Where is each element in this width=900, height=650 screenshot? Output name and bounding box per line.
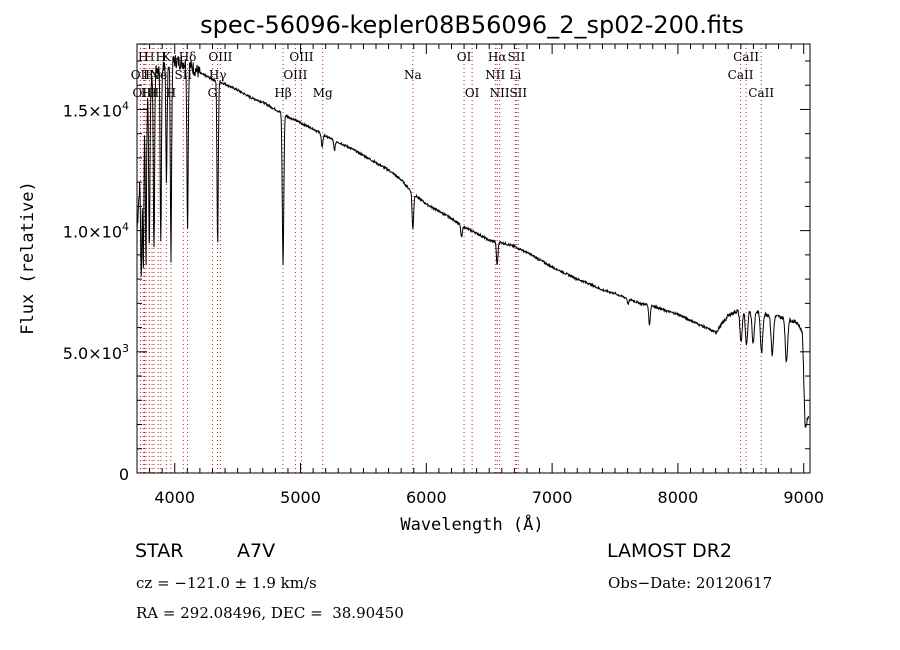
line-marker-label: NII [485,68,505,82]
line-marker-label: CaII [733,50,759,64]
y-axis-label: Flux (relative) [18,181,38,335]
line-marker-label: Hα [488,50,507,64]
line-marker-label: OIII [208,50,232,64]
line-marker-label: Na [404,68,422,82]
line-marker-label: SII [508,50,526,64]
x-tick-label: 8000 [658,488,699,507]
y-tick-label: 5.0×103 [63,342,129,363]
line-marker-label: K [162,50,172,64]
redshift-readout: cz = −121.0 ± 1.9 km/s [136,574,317,592]
line-marker-label: OI [457,50,472,64]
x-tick-label: 5000 [280,488,321,507]
x-axis: 4000 5000 6000 7000 8000 9000 [149,44,824,507]
x-axis-label: Wavelength (Å) [400,513,543,535]
line-marker-label: H [138,50,148,64]
survey-name: LAMOST DR2 [607,540,732,562]
line-marker-label: H [149,86,159,100]
line-marker-label: Hγ [209,68,227,82]
chart-title: spec-56096-kepler08B56096_2_sp02-200.fit… [200,11,744,39]
line-marker-label: OIII [289,50,313,64]
line-marker-label: SII [509,86,527,100]
line-markers: OIIHOIIIHHHeHNeHKHSIIHδGHγOIIIHβOIIIOIII… [131,44,774,473]
y-axis: 0 5.0×103 1.0×104 1.5×104 [63,60,810,484]
observation-date: Obs−Date: 20120617 [608,574,773,592]
coordinates-readout: RA = 292.08496, DEC = 38.90450 [136,604,404,622]
line-marker-label: H [156,50,166,64]
line-marker-label: H [141,86,151,100]
y-tick-label: 1.0×104 [63,221,129,242]
line-marker-label: Hδ [179,50,197,64]
line-marker-label: OII [131,68,151,82]
x-tick-label: 4000 [154,488,195,507]
line-marker-label: H [166,86,176,100]
line-marker-label: G [208,86,218,100]
x-tick-label: 6000 [406,488,447,507]
line-marker-label: NII [490,86,510,100]
line-marker-label: OIII [283,68,307,82]
line-marker-label: CaII [728,68,754,82]
spectrum-line [136,55,810,428]
line-marker-label: Li [509,68,521,82]
line-marker-label: OI [465,86,480,100]
line-marker-label: CaII [748,86,774,100]
plot-frame [136,43,811,474]
object-type: STAR [135,540,184,562]
spectral-subclass: A7V [237,540,276,562]
line-marker-label: H [144,50,154,64]
line-marker-label: SII [174,68,192,82]
x-tick-label: 9000 [783,488,824,507]
y-tick-label: 0 [119,465,129,484]
x-tick-label: 7000 [532,488,573,507]
line-marker-label: Mg [313,86,333,100]
y-tick-label: 1.5×104 [63,99,129,120]
line-marker-label: Hβ [274,86,291,100]
